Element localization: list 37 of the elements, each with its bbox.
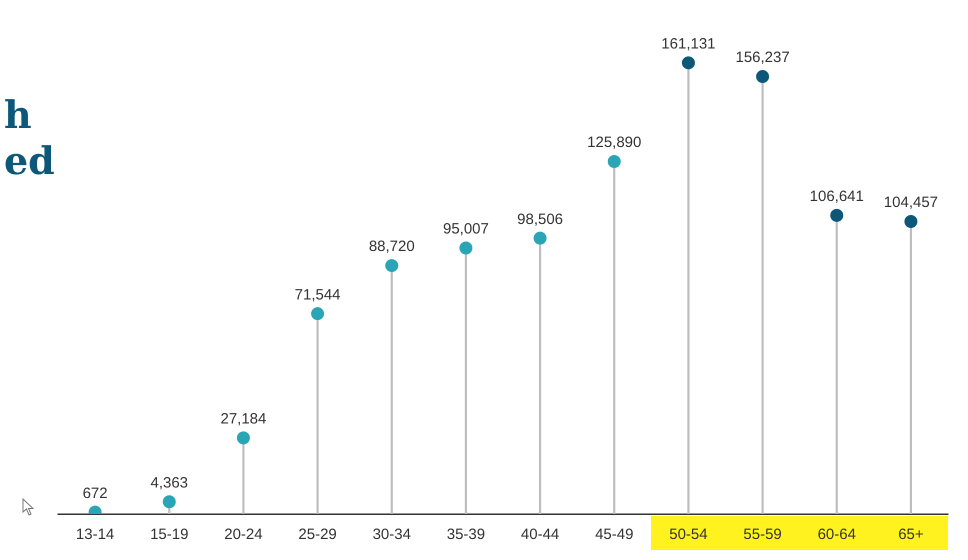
x-tick-label: 55-59 — [743, 526, 782, 544]
x-tick-label: 60-64 — [818, 526, 856, 544]
data-label: 106,641 — [810, 188, 864, 206]
data-label: 156,237 — [735, 49, 790, 66]
point — [756, 70, 770, 84]
x-tick-label: 40-44 — [520, 526, 560, 544]
data-label: 95,007 — [442, 220, 489, 238]
x-tick-label: 15-19 — [150, 526, 188, 544]
point — [608, 155, 621, 168]
data-label: 98,506 — [517, 210, 564, 228]
x-tick-label: 25-29 — [298, 526, 337, 544]
x-tick-label: 45-49 — [595, 526, 634, 544]
point — [682, 56, 695, 70]
point — [904, 215, 918, 228]
point — [311, 307, 324, 320]
point — [162, 495, 176, 508]
data-label: 104,457 — [884, 194, 938, 212]
point — [385, 259, 398, 272]
text: h — [4, 92, 33, 138]
data-label: 672 — [82, 484, 108, 502]
point — [534, 232, 547, 245]
data-label: 161,131 — [661, 35, 716, 52]
point — [236, 431, 250, 444]
text: ed — [4, 138, 55, 184]
x-tick-label: 20-24 — [224, 526, 263, 544]
x-tick-label: 30-34 — [372, 526, 411, 544]
x-tick-label: 50-54 — [669, 526, 708, 544]
data-label: 4,363 — [150, 474, 188, 492]
data-label: 88,720 — [368, 238, 415, 256]
x-tick-label: 13-14 — [76, 526, 114, 544]
data-label: 125,890 — [587, 134, 642, 152]
data-label: 27,184 — [220, 410, 266, 428]
point — [459, 241, 472, 254]
x-tick-label: 35-39 — [446, 526, 486, 544]
data-label: 71,544 — [294, 286, 341, 304]
x-tick-label: 65+ — [898, 526, 924, 544]
point — [830, 208, 844, 222]
